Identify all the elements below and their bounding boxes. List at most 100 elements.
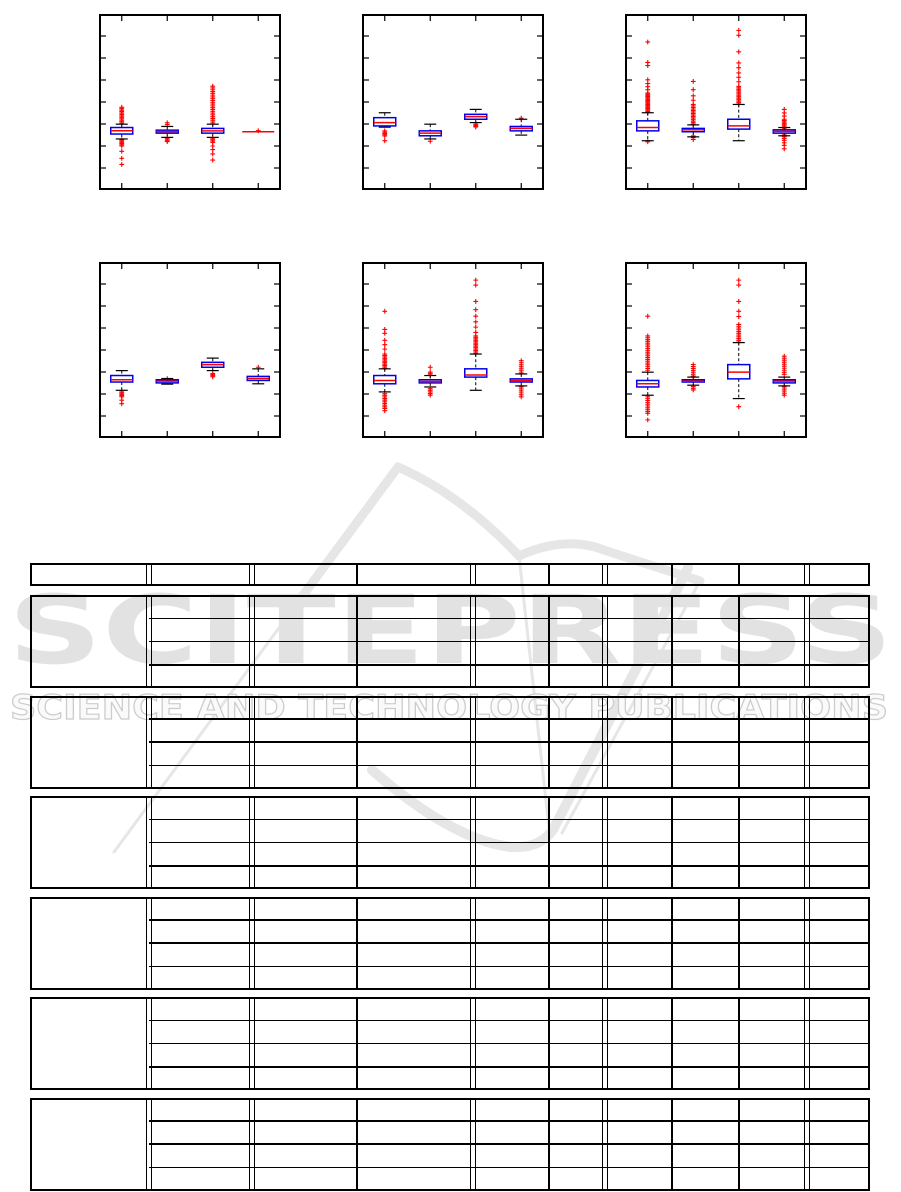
- outlier-marker: [473, 313, 479, 319]
- table-cell: [676, 644, 735, 663]
- table-cell: [553, 821, 601, 840]
- table-cell: [361, 744, 469, 763]
- outlier-marker: [645, 410, 651, 416]
- box: [727, 118, 751, 130]
- table-grid-line: [469, 563, 472, 586]
- table-cell: [743, 744, 803, 763]
- table-cell: [361, 999, 469, 1018]
- table-cell: [609, 744, 668, 763]
- table-cell: [609, 620, 668, 639]
- table-cell: [811, 1022, 866, 1041]
- boxplot-subplot-6: [625, 262, 807, 438]
- box-group: [155, 376, 179, 385]
- table-cell: [256, 721, 353, 740]
- table-cell: [477, 620, 545, 639]
- table-cell: [609, 1100, 668, 1119]
- table-cell: [477, 1022, 545, 1041]
- table-cell: [477, 1100, 545, 1119]
- outlier-marker: [382, 308, 388, 314]
- box-group: [727, 27, 751, 142]
- table-cell: [676, 1046, 735, 1065]
- table-cell: [477, 968, 545, 987]
- table-cell: [153, 644, 248, 663]
- table-cell: [609, 721, 668, 740]
- table-cell: [361, 1123, 469, 1142]
- box-group: [418, 364, 442, 398]
- table-cell: [361, 698, 469, 717]
- table-cell: [477, 821, 545, 840]
- table-cell: [811, 644, 866, 663]
- outlier-marker: [736, 32, 742, 38]
- table-cell: [743, 667, 803, 686]
- outlier-marker: [690, 97, 696, 103]
- table-cell: [811, 798, 866, 817]
- table-cell: [256, 744, 353, 763]
- table-cell: [477, 945, 545, 964]
- outlier-marker: [119, 401, 125, 407]
- table-cell: [609, 667, 668, 686]
- box-group: [110, 104, 134, 167]
- table-grid-line: [149, 1066, 870, 1068]
- table-cell: [553, 899, 601, 918]
- table-cell: [361, 1022, 469, 1041]
- table-cell: [811, 1169, 866, 1188]
- table-cell: [553, 721, 601, 740]
- table-cell: [256, 999, 353, 1018]
- table-cell: [256, 1123, 353, 1142]
- table-cell: [811, 845, 866, 864]
- outlier-marker: [736, 404, 742, 410]
- table-cell: [609, 798, 668, 817]
- box-group: [681, 79, 705, 142]
- table-cell: [743, 999, 803, 1018]
- box-group: [636, 39, 660, 145]
- table-cell: [153, 999, 248, 1018]
- table-cell: [477, 1169, 545, 1188]
- table-grid-line: [149, 865, 870, 867]
- table-grid-line: [248, 563, 251, 586]
- outlier-marker: [781, 371, 787, 377]
- table-cell: [609, 1146, 668, 1165]
- box-group: [464, 108, 488, 130]
- table-cell: [743, 868, 803, 887]
- outlier-marker: [210, 374, 216, 380]
- table-cell: [153, 1146, 248, 1165]
- table-cell: [743, 821, 803, 840]
- outlier-marker: [473, 307, 479, 313]
- outlier-marker: [645, 139, 651, 145]
- table-cell: [743, 845, 803, 864]
- table-cell: [811, 721, 866, 740]
- table-header-cell: [553, 566, 601, 583]
- table-cell: [609, 845, 668, 864]
- table-cell: [743, 968, 803, 987]
- outlier-marker: [210, 151, 216, 157]
- table-cell: [477, 644, 545, 663]
- table-grid-line: [145, 1097, 148, 1191]
- table-grid-line: [601, 563, 604, 586]
- table-cell: [477, 868, 545, 887]
- table-cell: [477, 721, 545, 740]
- outlier-marker: [736, 49, 742, 55]
- outlier-marker: [645, 417, 651, 423]
- table-grid-line: [145, 796, 148, 889]
- table-grid-line: [150, 563, 153, 586]
- table-grid-line: [149, 1042, 870, 1045]
- box-group: [373, 308, 397, 414]
- table-grid-line: [149, 718, 870, 720]
- outlier-marker: [382, 337, 388, 343]
- table-cell: [153, 922, 248, 941]
- outlier-marker: [690, 93, 696, 99]
- outlier-marker: [427, 392, 433, 398]
- outlier-marker: [690, 79, 696, 84]
- table-cell: [609, 1046, 668, 1065]
- table-cell: [553, 644, 601, 663]
- table-cell: [743, 1069, 803, 1088]
- table-cell: [256, 968, 353, 987]
- table-grid-line: [149, 965, 870, 967]
- table-cell: [553, 868, 601, 887]
- table-cell: [743, 597, 803, 616]
- table-cell: [153, 1100, 248, 1119]
- outlier-marker: [210, 157, 216, 163]
- outlier-marker: [210, 147, 216, 152]
- table-cell: [153, 597, 248, 616]
- table-cell: [743, 767, 803, 786]
